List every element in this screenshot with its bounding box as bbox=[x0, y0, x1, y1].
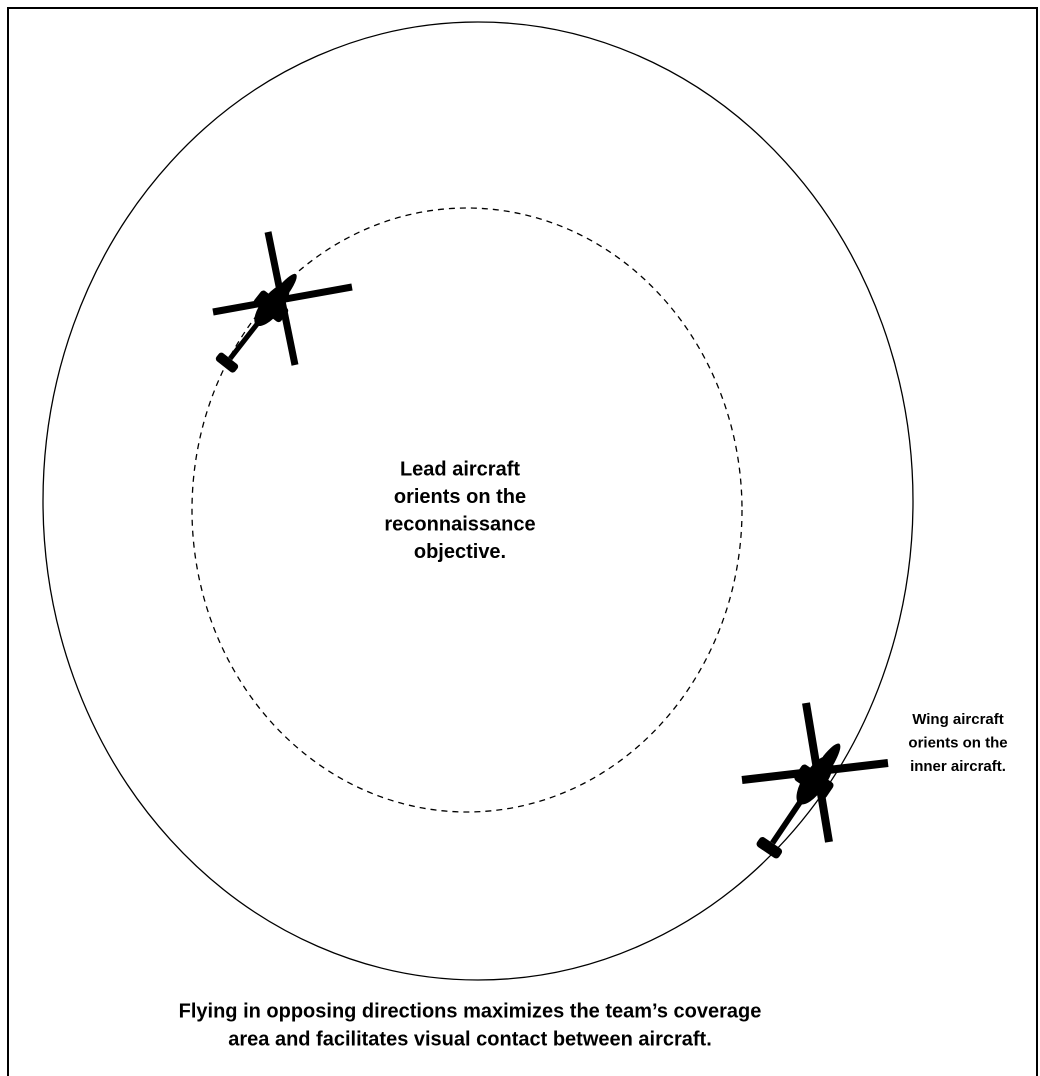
diagram: Lead aircraft orients on the reconnaissanc… bbox=[0, 0, 1040, 1076]
lead-helicopter bbox=[210, 232, 352, 377]
text-line: Lead aircraft bbox=[400, 458, 520, 480]
text-line: orients on the bbox=[908, 734, 1007, 751]
caption: Flying in opposing directions maximizes … bbox=[179, 1000, 762, 1050]
text-line: area and facilitates visual contact betw… bbox=[228, 1028, 712, 1050]
text-line: Flying in opposing directions maximizes … bbox=[179, 1000, 762, 1022]
center-label: Lead aircraft orients on the reconnaissanc… bbox=[384, 458, 535, 563]
text-line: Wing aircraft bbox=[912, 711, 1004, 728]
text-line: reconnaissance bbox=[384, 513, 535, 535]
wing-label: Wing aircraft orients on the inner aircraf… bbox=[908, 711, 1007, 775]
frame bbox=[8, 8, 1037, 1076]
text-line: objective. bbox=[414, 541, 506, 563]
text-line: orients on the bbox=[394, 486, 526, 508]
wing-helicopter bbox=[742, 703, 888, 863]
text-line: inner aircraft. bbox=[910, 758, 1006, 775]
